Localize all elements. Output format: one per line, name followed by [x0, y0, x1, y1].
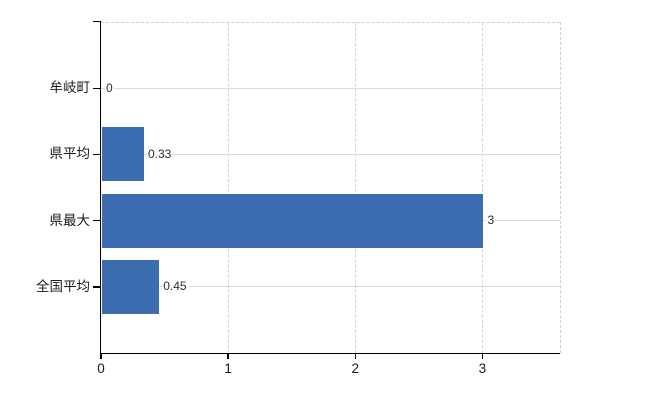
plot-top-border	[101, 22, 560, 23]
bar-value-label: 0.33	[146, 146, 173, 162]
y-category-label: 県平均	[49, 146, 91, 162]
x-axis-tick	[354, 353, 356, 359]
x-tick-label: 2	[351, 361, 360, 376]
x-tick-label: 1	[224, 361, 232, 376]
y-axis-line	[99, 21, 101, 353]
y-category-label: 県最大	[49, 212, 91, 228]
y-axis-tick	[93, 220, 101, 222]
y-category-label: 牟岐町	[49, 80, 91, 96]
x-axis-tick	[481, 353, 484, 359]
y-axis-tick	[93, 87, 101, 89]
horizontal-gridline	[101, 286, 560, 288]
horizontal-gridline	[101, 153, 560, 155]
vertical-gridline	[354, 23, 356, 353]
horizontal-gridline	[101, 87, 560, 89]
y-axis-tick	[93, 153, 101, 156]
bar-value-label: 3	[486, 213, 496, 229]
x-axis-tick	[227, 353, 229, 359]
vertical-gridline	[481, 23, 483, 353]
bar-value-label: 0.45	[162, 279, 188, 295]
y-category-label: 全国平均	[36, 278, 90, 294]
x-tick-label: 0	[97, 361, 105, 376]
x-axis-tick	[100, 353, 102, 359]
vertical-gridline	[227, 23, 229, 353]
plot-right-border	[560, 22, 561, 353]
x-axis-line	[99, 353, 560, 355]
bar	[102, 259, 160, 314]
x-tick-label: 3	[478, 361, 487, 376]
bar	[102, 127, 144, 182]
y-axis-top-tick	[93, 21, 101, 23]
y-axis-tick	[93, 286, 101, 288]
bar	[102, 193, 484, 248]
bar-value-label: 0	[105, 80, 114, 96]
